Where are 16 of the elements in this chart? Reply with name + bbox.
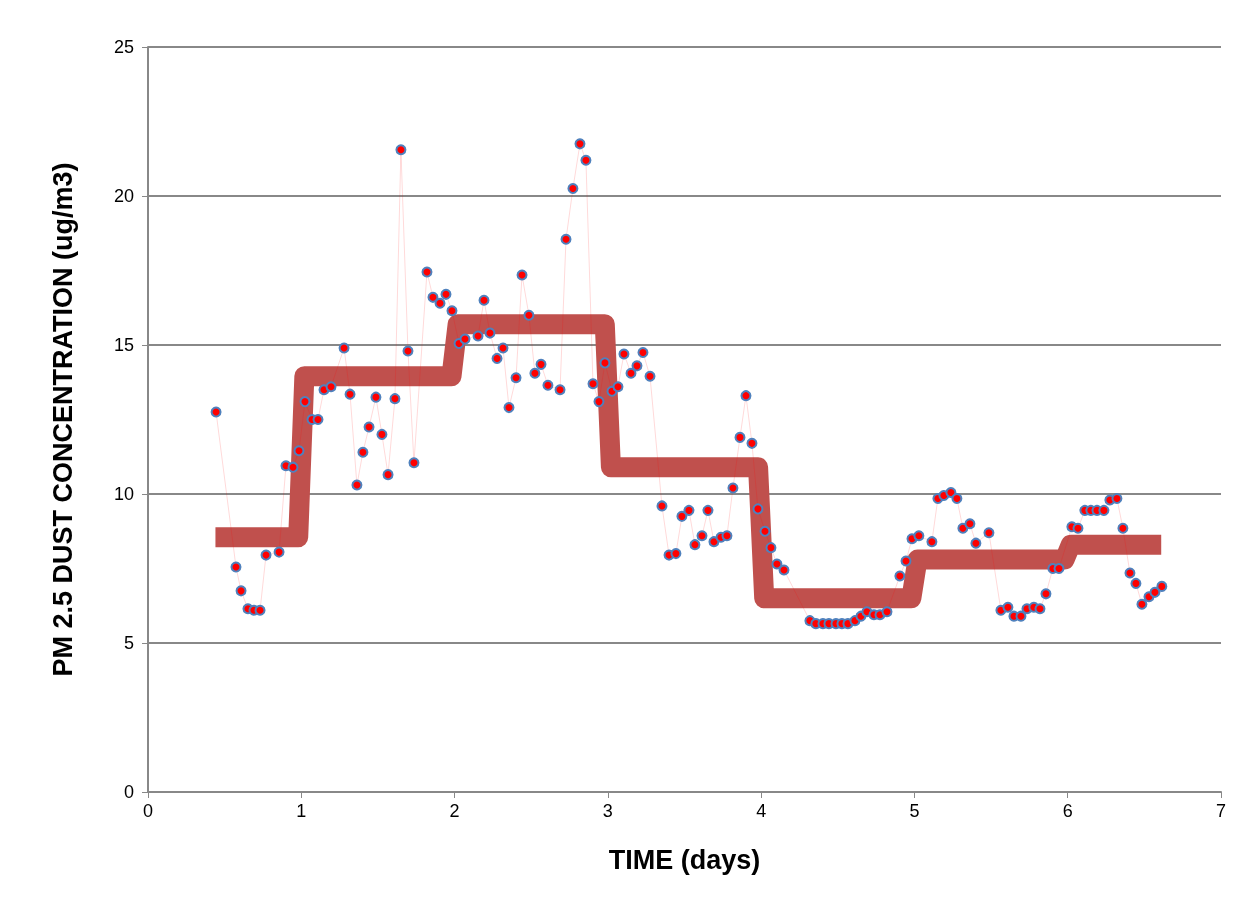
y-tick-label: 15 [113, 335, 134, 355]
x-tick-label: 7 [1215, 801, 1227, 821]
x-tick-label: 6 [1062, 801, 1073, 821]
y-tick-label: 10 [113, 484, 134, 504]
y-tick-label: 25 [113, 37, 134, 57]
x-tick-label: 0 [142, 801, 154, 821]
x-tick-label: 3 [602, 801, 613, 821]
y-tick-label: 20 [113, 186, 134, 206]
x-tick-label: 1 [296, 801, 307, 821]
y-axis-title: PM 2.5 DUST CONCENTRATION (ug/m3) [47, 162, 78, 677]
y-tick-label: 5 [123, 633, 134, 653]
x-axis-title: TIME (days) [608, 844, 761, 875]
x-tick-label: 2 [449, 801, 460, 821]
x-tick-label: 4 [756, 801, 767, 821]
y-tick-label: 0 [123, 782, 134, 802]
x-tick-label: 5 [909, 801, 920, 821]
